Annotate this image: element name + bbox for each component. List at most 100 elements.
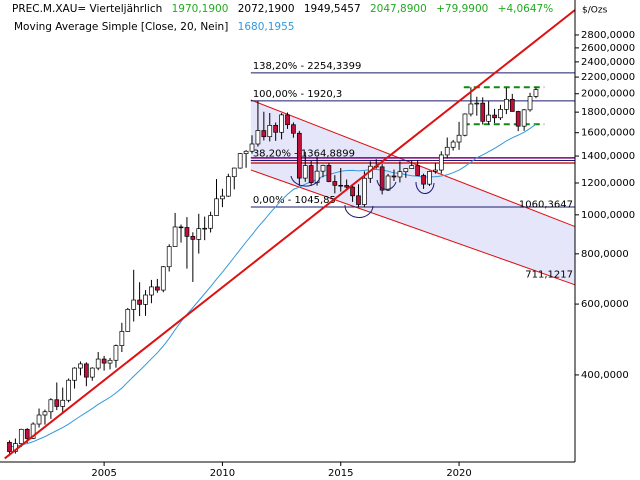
pattern-arc bbox=[376, 179, 397, 190]
candle-body bbox=[190, 236, 196, 240]
candle-body bbox=[84, 363, 89, 378]
ohlc-value: 2047,8900 bbox=[370, 3, 427, 15]
candle-body bbox=[338, 184, 344, 187]
candle-body bbox=[527, 96, 533, 111]
y-tick-label: 1800,0000 bbox=[581, 107, 635, 118]
candle-body bbox=[521, 109, 527, 127]
x-tick-label: 2020 bbox=[446, 468, 471, 479]
candle-body bbox=[397, 171, 403, 178]
candle-body bbox=[255, 130, 261, 145]
channel-line bbox=[250, 169, 576, 286]
candle-body bbox=[409, 165, 415, 169]
ohlc-value: 1949,5457 bbox=[304, 3, 361, 15]
candle-body bbox=[36, 414, 42, 425]
pattern-arc bbox=[344, 204, 374, 218]
candle-body bbox=[480, 102, 486, 122]
fib-label: 0,00% - 1045,85 bbox=[253, 195, 336, 206]
y-tick-label: 1600,0000 bbox=[581, 128, 635, 139]
y-tick-label: 1200,0000 bbox=[581, 178, 635, 189]
trend-line bbox=[4, 9, 576, 460]
candle-body bbox=[7, 441, 12, 452]
candle-body bbox=[438, 154, 444, 171]
fib-label: 38,20% - 1364,8899 bbox=[253, 148, 355, 159]
candle-body bbox=[320, 165, 326, 172]
y-tick-label: 400,0000 bbox=[581, 370, 629, 381]
candle-body bbox=[421, 175, 426, 185]
y-tick-label: 1400,0000 bbox=[581, 151, 635, 162]
y-tick-label: 600,0000 bbox=[581, 299, 629, 310]
pattern-arc bbox=[290, 175, 321, 187]
candle-body bbox=[444, 146, 450, 156]
candle-body bbox=[474, 102, 480, 105]
candle-body bbox=[356, 195, 361, 205]
x-tick-label: 2005 bbox=[91, 468, 116, 479]
y-tick-label: 2000,0000 bbox=[581, 89, 635, 100]
candle-body bbox=[326, 165, 332, 182]
channel-label: 1060,3647 bbox=[519, 200, 573, 211]
candle-body bbox=[208, 215, 213, 229]
x-tick-label: 2010 bbox=[210, 468, 235, 479]
candle-body bbox=[48, 399, 54, 413]
candle-body bbox=[30, 423, 36, 439]
candle-body bbox=[101, 358, 107, 364]
indicator-name: Moving Average Simple [Close, 20, Nein] bbox=[14, 21, 228, 33]
candle-body bbox=[261, 130, 267, 138]
fib-label: 138,20% - 2254,3399 bbox=[253, 61, 362, 72]
fib-label: 100,00% - 1920,3 bbox=[253, 89, 342, 100]
symbol: PREC.M.XAU= Vierteljährlich bbox=[12, 3, 162, 15]
candle-body bbox=[492, 114, 497, 119]
candle-body bbox=[225, 176, 231, 197]
candle-body bbox=[24, 428, 30, 439]
candle-body bbox=[89, 367, 95, 378]
candle-body bbox=[220, 195, 225, 200]
candle-body bbox=[403, 168, 409, 173]
candle-body bbox=[119, 331, 125, 346]
y-tick-label: 2600,0000 bbox=[581, 43, 635, 54]
candle-body bbox=[184, 227, 190, 237]
candle-body bbox=[468, 103, 474, 115]
candle-body bbox=[462, 113, 468, 136]
candle-body bbox=[149, 286, 154, 296]
change: +79,9900 bbox=[436, 3, 488, 15]
candle-body bbox=[231, 167, 237, 178]
unit-label: $/Ozs bbox=[582, 6, 608, 16]
candle-body bbox=[78, 363, 83, 369]
candle-body bbox=[131, 299, 137, 310]
candle-body bbox=[160, 266, 166, 291]
candle-body bbox=[279, 114, 284, 133]
candle-body bbox=[166, 246, 172, 268]
candle-body bbox=[273, 124, 279, 133]
candle-body bbox=[95, 358, 101, 369]
y-tick-label: 2200,0000 bbox=[581, 72, 635, 83]
candle-body bbox=[533, 89, 539, 97]
candle-body bbox=[332, 181, 338, 186]
candle-body bbox=[433, 169, 438, 172]
candle-body bbox=[18, 428, 24, 444]
candle-body bbox=[172, 226, 178, 247]
candle-body bbox=[504, 98, 509, 110]
candle-body bbox=[196, 228, 202, 240]
candle-body bbox=[308, 165, 314, 184]
candle-body bbox=[291, 124, 296, 134]
ohlc-value: 2072,1900 bbox=[238, 3, 295, 15]
candle-body bbox=[107, 359, 113, 364]
candle-body bbox=[344, 185, 350, 188]
candle-body bbox=[385, 175, 391, 191]
candle-body bbox=[243, 150, 249, 154]
candle-body bbox=[214, 198, 219, 216]
candle-body bbox=[362, 177, 367, 205]
candle-body bbox=[450, 141, 456, 148]
candle-body bbox=[237, 153, 243, 169]
candle-body bbox=[113, 345, 119, 361]
candle-body bbox=[249, 143, 255, 152]
indicator-row: Moving Average Simple [Close, 20, Nein] … bbox=[14, 21, 294, 33]
candle-body bbox=[515, 111, 521, 127]
candle-body bbox=[178, 226, 184, 229]
candle-body bbox=[427, 171, 432, 185]
candle-body bbox=[155, 286, 160, 291]
ohlc-value: 1970,1900 bbox=[172, 3, 229, 15]
candle-body bbox=[379, 166, 385, 191]
candle-body bbox=[202, 227, 208, 230]
